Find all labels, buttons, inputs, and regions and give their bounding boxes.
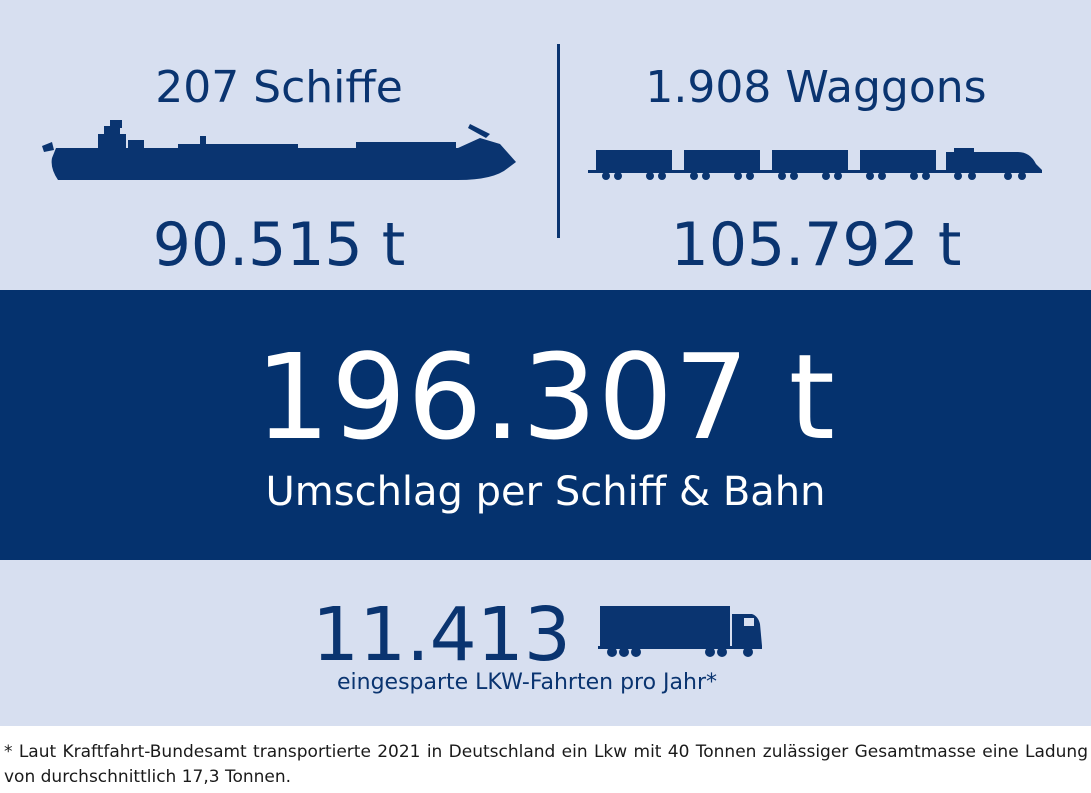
ship-icon	[42, 120, 516, 180]
rail-tonnage: 105.792 t	[670, 210, 962, 280]
infographic-panel: 207 Schiffe 90.515 t 1.908 Waggons	[0, 0, 1091, 726]
train-icon	[588, 148, 1042, 180]
saved-truck-trips-caption: eingesparte LKW-Fahrten pro Jahr*	[336, 670, 718, 695]
saved-truck-trips-count: 11.413	[312, 592, 571, 678]
ship-count-label: 207 Schiffe	[155, 62, 403, 113]
section-divider	[557, 44, 560, 238]
ship-tonnage: 90.515 t	[152, 210, 406, 280]
truck-icon	[598, 606, 762, 657]
total-tonnage: 196.307 t	[255, 328, 836, 466]
rail-count-label: 1.908 Waggons	[645, 62, 987, 113]
total-band: 196.307 t Umschlag per Schiff & Bahn	[0, 290, 1091, 560]
total-caption: Umschlag per Schiff & Bahn	[265, 469, 826, 515]
footnote: * Laut Kraftfahrt-Bundesamt transportier…	[4, 742, 1088, 787]
